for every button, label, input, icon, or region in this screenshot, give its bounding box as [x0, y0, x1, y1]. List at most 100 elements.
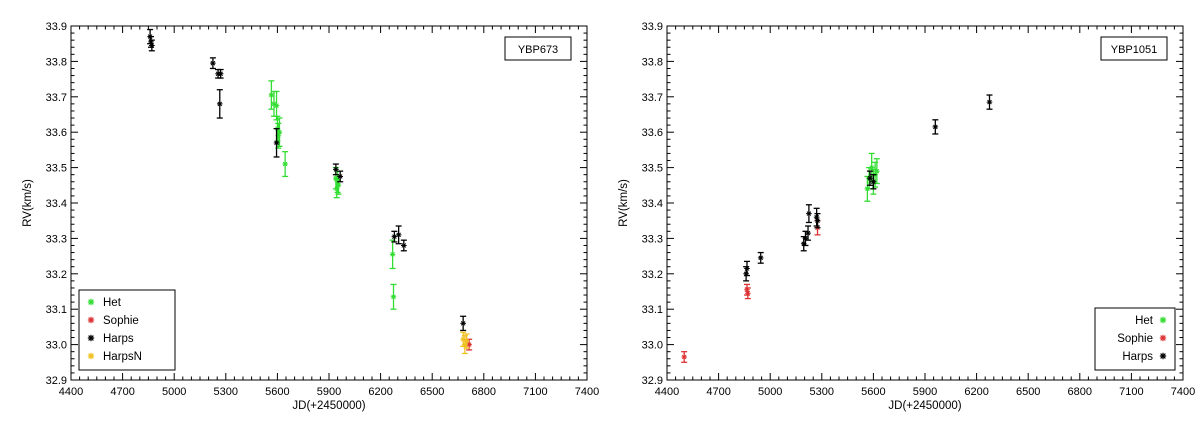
x-tick-label: 5300 — [810, 386, 834, 398]
data-point — [282, 151, 289, 178]
series-harpsn — [460, 331, 470, 355]
object-name-box — [504, 36, 572, 61]
data-point — [395, 225, 402, 245]
legend-marker — [1159, 334, 1167, 342]
x-tick-label: 7100 — [523, 386, 547, 398]
point-marker — [932, 124, 939, 130]
x-tick-label: 4700 — [110, 386, 134, 398]
legend-label: Sophie — [103, 315, 139, 327]
x-tick-label: 4400 — [655, 386, 679, 398]
x-tick-label: 5000 — [758, 386, 782, 398]
point-marker — [757, 255, 764, 261]
x-tick-label: 6800 — [472, 386, 496, 398]
data-point — [802, 230, 809, 247]
point-marker — [986, 99, 993, 105]
legend-label: Harps — [1122, 351, 1153, 363]
data-point — [814, 212, 821, 229]
series-sophie — [681, 220, 821, 363]
point-marker — [335, 182, 342, 188]
legend-box — [78, 289, 176, 371]
y-tick-label: 33.5 — [46, 163, 67, 175]
data-point — [681, 351, 688, 363]
data-point — [273, 90, 280, 121]
object-name: YBP1051 — [1111, 44, 1157, 56]
series-harps — [743, 94, 993, 282]
legend: Het Sophie Harps HarpsN — [78, 289, 176, 371]
point-marker — [463, 338, 470, 344]
legend-marker — [87, 334, 95, 342]
data-point — [805, 204, 812, 224]
y-axis-label: RV(km/s) — [22, 179, 34, 227]
point-marker — [276, 129, 283, 135]
y-tick-label: 32.9 — [46, 375, 67, 387]
data-point — [400, 239, 407, 252]
y-tick-label: 33.3 — [642, 233, 663, 245]
data-point — [813, 207, 820, 227]
legend-label: Sophie — [1117, 333, 1153, 345]
data-point — [332, 163, 339, 176]
x-tick-label: 7400 — [575, 386, 599, 398]
legend-marker — [87, 298, 95, 306]
y-axis: 32.9 33.0 33.1 33.2 33.3 33.4 33.5 33.6 33.7 33.8… — [642, 21, 1183, 387]
point-marker — [282, 161, 288, 167]
legend-marker — [87, 316, 95, 324]
point-marker — [273, 103, 280, 108]
point-marker — [870, 179, 877, 185]
y-tick-label: 33.9 — [46, 21, 67, 33]
data-point — [932, 119, 939, 135]
point-marker — [745, 290, 751, 296]
legend-marker — [1159, 352, 1167, 360]
point-marker — [401, 243, 407, 248]
series-harps — [147, 28, 467, 332]
y-axis-label: RV(km/s) — [618, 179, 630, 227]
legend-item: HarpsN — [87, 351, 142, 363]
x-tick-label: 4700 — [706, 386, 730, 398]
x-axis: 4400 4700 5000 5300 5600 5900 6200 6500 6800 7100… — [655, 26, 1195, 398]
x-tick-label: 5000 — [162, 386, 186, 398]
data-point — [757, 251, 764, 264]
y-tick-label: 33.5 — [642, 163, 663, 175]
data-point — [391, 230, 398, 243]
x-tick-label: 6500 — [1016, 386, 1040, 398]
point-marker — [805, 230, 811, 236]
x-tick-label: 4400 — [59, 386, 83, 398]
data-point — [805, 225, 812, 241]
x-tick-label: 6200 — [368, 386, 392, 398]
legend: Het Sophie Harps — [1094, 307, 1176, 371]
data-point — [273, 128, 280, 158]
legend-item: Het — [1135, 315, 1167, 327]
x-tick-label: 6500 — [420, 386, 444, 398]
point-marker — [867, 175, 873, 181]
point-marker — [395, 232, 402, 238]
series-het — [864, 152, 880, 202]
data-point — [743, 260, 750, 277]
y-tick-label: 33.8 — [642, 56, 663, 68]
y-tick-label: 33.8 — [46, 56, 67, 68]
point-marker — [337, 174, 343, 179]
legend-label: Het — [1135, 315, 1154, 327]
legend-item: Harps — [87, 333, 134, 345]
data-point — [870, 174, 877, 190]
data-point — [390, 283, 397, 310]
legend-marker — [87, 352, 95, 360]
point-marker — [390, 294, 397, 300]
data-point — [460, 315, 467, 332]
data-point — [217, 68, 224, 79]
x-tick-label: 6800 — [1068, 386, 1092, 398]
panel-ybp1051: 4400 4700 5000 5300 5600 5900 6200 6500 6800 7100… — [618, 21, 1195, 412]
y-tick-label: 33.2 — [642, 269, 663, 281]
x-tick-label: 7100 — [1119, 386, 1143, 398]
x-tick-label: 5600 — [265, 386, 289, 398]
y-tick-label: 33.0 — [642, 340, 663, 352]
y-tick-label: 33.3 — [46, 233, 67, 245]
legend-item: Sophie — [1117, 333, 1167, 345]
data-point — [389, 239, 396, 270]
y-tick-label: 33.1 — [46, 304, 67, 316]
y-tick-label: 33.6 — [46, 127, 67, 139]
point-marker — [268, 92, 275, 98]
data-point — [148, 39, 155, 52]
x-tick-label: 5300 — [214, 386, 238, 398]
point-marker — [460, 321, 466, 326]
x-axis-label: JD(+2450000) — [888, 400, 961, 412]
